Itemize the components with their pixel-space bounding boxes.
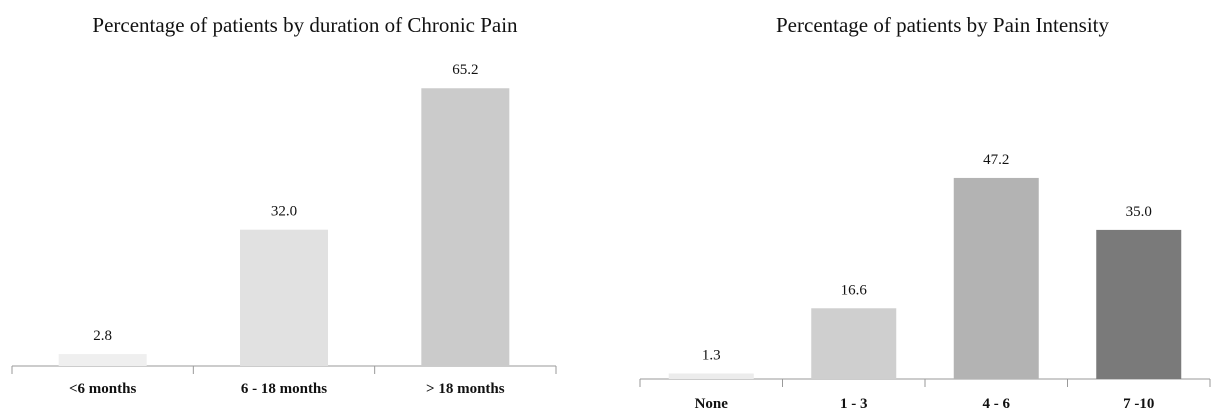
data-label-intensity-0: 1.3 (702, 347, 721, 363)
bar-duration-1 (240, 229, 328, 366)
chart-title-intensity: Percentage of patients by Pain Intensity (776, 13, 1109, 37)
data-label-intensity-3: 35.0 (1126, 204, 1152, 220)
data-label-duration-1: 32.0 (271, 204, 297, 220)
chart-panel-intensity: Percentage of patients by Pain Intensity… (600, 0, 1215, 412)
bar-duration-0 (58, 354, 147, 366)
bar-intensity-3 (1096, 229, 1182, 379)
category-label-intensity-1: 1 - 3 (840, 396, 868, 412)
chart-plot-duration: 2.8 <6 months 32.0 6 - 18 months 65.2 > 18 mo… (11, 62, 557, 397)
bar-duration-2 (421, 88, 510, 367)
chart-plot-intensity: 1.3 None 16.6 1 - 3 47.2 4 - 6 35.0 7 -10 (639, 152, 1211, 412)
data-label-intensity-2: 47.2 (983, 152, 1009, 168)
bar-intensity-0 (668, 373, 754, 379)
data-label-duration-0: 2.8 (93, 328, 112, 344)
chart-title-duration: Percentage of patients by duration of Ch… (92, 13, 518, 37)
category-label-intensity-3: 7 -10 (1123, 396, 1154, 412)
category-label-intensity-0: None (695, 396, 729, 412)
data-label-intensity-1: 16.6 (841, 282, 868, 298)
category-label-duration-1: 6 - 18 months (241, 381, 327, 397)
bar-intensity-1 (811, 308, 897, 379)
category-label-intensity-2: 4 - 6 (983, 396, 1011, 412)
chart-panel-duration: Percentage of patients by duration of Ch… (0, 0, 600, 412)
category-label-duration-0: <6 months (69, 381, 136, 397)
data-label-duration-2: 65.2 (452, 62, 478, 78)
bar-intensity-2 (953, 177, 1039, 379)
category-label-duration-2: > 18 months (426, 381, 505, 397)
